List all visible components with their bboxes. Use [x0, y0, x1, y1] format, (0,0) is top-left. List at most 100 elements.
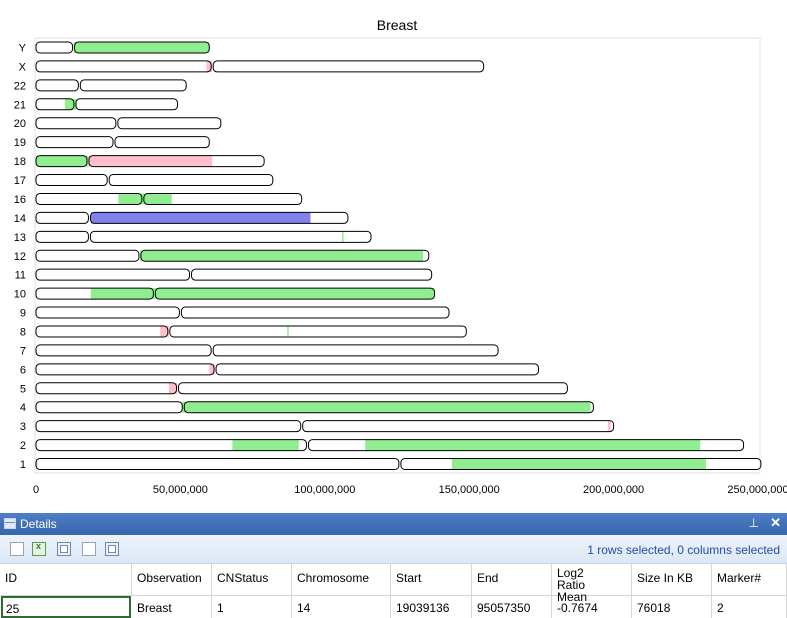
chromosome-12-q-arm	[140, 249, 430, 262]
chromosome-17-q-arm	[108, 174, 274, 187]
cell-start[interactable]: 19039136	[391, 596, 472, 618]
segment-10-1	[90, 288, 155, 300]
column-header-marker-count[interactable]: Marker#	[712, 564, 787, 596]
chromosome-label-2: 2	[20, 440, 26, 452]
segment-1-2	[451, 458, 707, 470]
chromosome-label-6: 6	[20, 364, 26, 376]
column-header-chromosome[interactable]: Chromosome	[292, 564, 391, 596]
chromosome-6-p-arm	[35, 363, 215, 376]
chromosome-7-q-arm	[212, 344, 499, 357]
segment-1-1	[36, 458, 38, 470]
chromosome-9-q-arm	[180, 306, 450, 319]
excel-export-icon[interactable]	[32, 541, 46, 556]
chromosome-17-p-arm	[35, 174, 108, 187]
chromosome-label-19: 19	[14, 137, 26, 149]
segment-5-1	[168, 382, 178, 394]
chromosome-11-p-arm	[35, 268, 191, 281]
segment-18-2	[87, 155, 213, 167]
chromosome-4-q-arm	[183, 401, 594, 414]
chromosome-6-q-arm	[215, 363, 540, 376]
x-tick-label-4: 200,000,000	[583, 484, 644, 496]
segment-18-1	[36, 155, 88, 167]
column-header-start[interactable]: Start	[391, 564, 472, 596]
chromosome-label-3: 3	[20, 421, 26, 433]
chromosome-7-p-arm	[35, 344, 212, 357]
chromosome-X-p-arm	[35, 60, 212, 73]
chromosome-label-12: 12	[14, 251, 26, 263]
chromosome-label-1: 1	[20, 459, 26, 471]
x-tick-label-2: 100,000,000	[294, 484, 355, 496]
chromosome-label-11: 11	[15, 270, 26, 282]
chromosome-21-p-arm	[35, 98, 75, 111]
column-header-log2-ratio-mean[interactable]: Log2 Ratio Mean	[552, 564, 632, 603]
multi-window-icon[interactable]	[105, 542, 119, 556]
details-title-bar: Details ⊥ ✕	[0, 513, 787, 535]
chromosome-label-21: 21	[14, 99, 26, 111]
chromosome-16-q-arm	[143, 192, 303, 205]
cell-chromosome[interactable]: 14	[292, 596, 391, 618]
segment-2-2	[365, 439, 701, 451]
cell-log2-ratio-mean[interactable]: -0.7674	[552, 596, 632, 618]
chromosome-3-p-arm	[35, 420, 302, 433]
chromosome-4-p-arm	[35, 401, 183, 414]
chromosome-label-13: 13	[14, 232, 26, 244]
chromosome-10-q-arm	[154, 287, 436, 300]
details-table: ID Observation CNStatus Chromosome Start…	[0, 564, 787, 618]
chromosome-9-p-arm	[35, 306, 180, 319]
segment-3-1	[607, 420, 611, 432]
new-document-icon[interactable]	[10, 542, 24, 556]
segment-4-1	[181, 401, 591, 413]
segment-6-1	[209, 363, 216, 375]
chromosome-label-22: 22	[14, 80, 26, 92]
column-header-observation[interactable]: Observation	[132, 564, 212, 596]
chromosome-label-4: 4	[20, 402, 26, 414]
column-header-cnstatus[interactable]: CNStatus	[212, 564, 292, 596]
column-header-id[interactable]: ID	[0, 564, 132, 596]
chromosome-label-14: 14	[14, 213, 26, 225]
chart-title: Breast	[377, 17, 418, 33]
cell-id[interactable]: 25	[1, 596, 131, 618]
chromosome-10-p-arm	[35, 287, 154, 300]
chromosome-20-q-arm	[117, 117, 222, 130]
close-icon[interactable]: ✕	[770, 515, 781, 530]
segment-10-2	[154, 288, 435, 300]
segment-2-1	[232, 439, 299, 451]
segment-8-2	[287, 325, 289, 337]
chromosome-16-p-arm	[35, 192, 143, 205]
segment-X-1	[206, 60, 213, 72]
grid-icon	[4, 518, 16, 529]
chromosome-8-q-arm	[169, 325, 467, 338]
chromosome-Y-q-arm	[74, 41, 210, 54]
pin-icon[interactable]: ⊥	[748, 516, 759, 530]
chromosome-label-Y: Y	[19, 43, 27, 55]
chromosome-label-9: 9	[20, 308, 26, 320]
chromosome-19-p-arm	[35, 136, 114, 149]
chromosome-5-q-arm	[178, 382, 568, 395]
chromosome-label-16: 16	[14, 194, 26, 206]
cell-cnstatus[interactable]: 1	[212, 596, 292, 618]
chromosome-Y-p-arm	[35, 41, 74, 54]
chromosome-label-5: 5	[20, 383, 26, 395]
chromosome-label-7: 7	[20, 345, 26, 357]
chromosome-5-p-arm	[35, 382, 178, 395]
copy-icon[interactable]	[82, 542, 96, 556]
cell-size-in-kb[interactable]: 76018	[632, 596, 712, 618]
cell-marker-count[interactable]: 2	[712, 596, 787, 618]
column-header-end[interactable]: End	[472, 564, 552, 596]
chromosome-1-p-arm	[35, 458, 400, 470]
plot-frame	[34, 37, 761, 474]
chromosome-X-q-arm	[212, 60, 485, 73]
copy-grid-icon[interactable]	[57, 542, 71, 556]
selection-status: 1 rows selected, 0 columns selected	[587, 543, 780, 557]
chromosome-label-17: 17	[14, 175, 26, 187]
cell-observation[interactable]: Breast	[132, 596, 212, 618]
segment-21-1	[64, 98, 77, 110]
details-title: Details	[20, 517, 57, 531]
column-header-size-in-kb[interactable]: Size In KB	[632, 564, 712, 596]
chromosome-chart: Breast Y X 22 21 20 19 18 17 16 14 13 12 11 10 9 8 7 6 5 4 3 2…	[14, 17, 787, 496]
cell-end[interactable]: 95057350	[472, 596, 552, 618]
x-tick-label-3: 150,000,000	[439, 484, 500, 496]
chromosome-label-10: 10	[14, 289, 26, 301]
segment-13-1	[342, 231, 344, 243]
chromosome-20-p-arm	[35, 117, 117, 130]
